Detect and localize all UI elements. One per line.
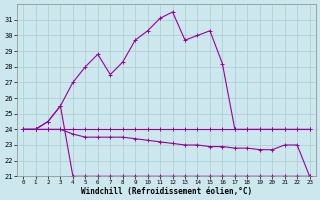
X-axis label: Windchill (Refroidissement éolien,°C): Windchill (Refroidissement éolien,°C) [81,187,252,196]
